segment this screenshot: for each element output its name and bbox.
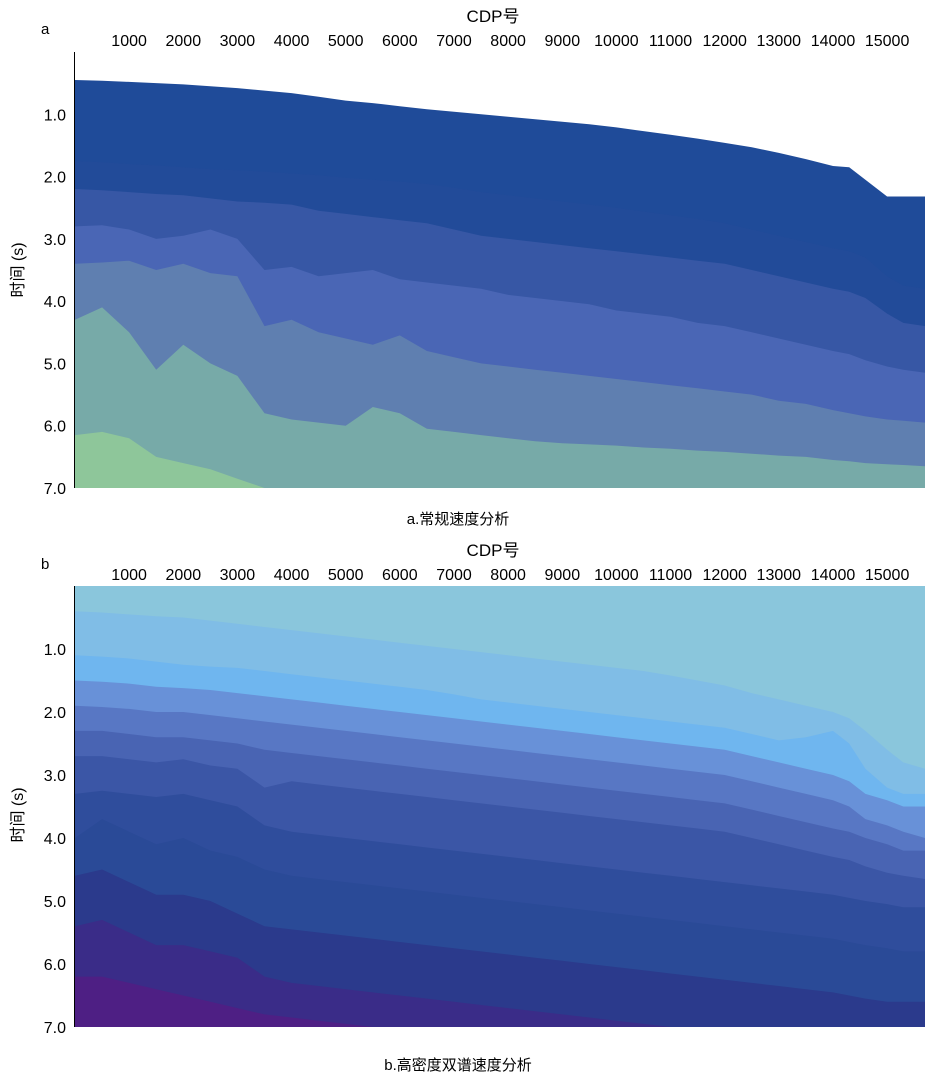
panel-b-x-tick-label: 5000: [328, 567, 364, 584]
panel-b-x-tick-label: 4000: [274, 567, 310, 584]
panel-a-x-tick-label: 15000: [865, 33, 910, 50]
panel-b-x-tick-label: 9000: [545, 567, 581, 584]
panel-b-x-tick-label: 1000: [111, 567, 147, 584]
panel-a-y-tick-label: 2.0: [44, 170, 66, 187]
panel-a-y-tick-label: 4.0: [44, 294, 66, 311]
panel-b-x-ticks: 1000 2000 3000 4000 5000 6000 7000 8000 9000 1000…: [111, 567, 909, 584]
panel-a-band-6: [75, 431, 925, 488]
panel-b-x-tick-label: 6000: [382, 567, 418, 584]
panel-a-x-tick-label: 10000: [594, 33, 639, 50]
panel-b-band-11: [75, 976, 925, 1027]
panel-b-y-tick-label: 6.0: [44, 957, 66, 974]
panel-a-x-tick-label: 2000: [166, 33, 202, 50]
panel-b-ylabel: 时间 (s): [9, 787, 27, 842]
panel-b-x-tick-label: 2000: [166, 567, 202, 584]
panel-b-label: b: [41, 556, 49, 573]
panel-a-x-tick-label: 5000: [328, 33, 364, 50]
panel-a-x-tick-label: 7000: [436, 33, 472, 50]
panel-a-x-tick-label: 13000: [757, 33, 802, 50]
panel-b-y-tick-label: 1.0: [44, 642, 66, 659]
panel-a-band-5: [75, 307, 925, 488]
panel-a-y-tick-label: 5.0: [44, 356, 66, 373]
panel-a-label: a: [41, 21, 50, 38]
panel-b-y-tick-label: 7.0: [44, 1020, 66, 1037]
panel-a-x-tick-label: 4000: [274, 33, 310, 50]
panel-a-x-tick-label: 3000: [220, 33, 256, 50]
panel-b: b CDP号 1000 2000 3000 4000 5000 6000 7000 8000 9…: [9, 541, 925, 1074]
panel-b-band-10: [75, 919, 925, 1027]
panel-a-y-tick-label: 7.0: [44, 481, 66, 498]
panel-b-x-tick-label: 15000: [865, 567, 910, 584]
panel-a-ylabel: 时间 (s): [9, 242, 27, 297]
panel-b-y-tick-label: 4.0: [44, 831, 66, 848]
panel-b-xlabel: CDP号: [467, 541, 520, 560]
panel-b-y-tick-label: 2.0: [44, 705, 66, 722]
panel-a-x-tick-label: 14000: [811, 33, 856, 50]
panel-a-x-tick-label: 6000: [382, 33, 418, 50]
panel-a-xlabel: CDP号: [467, 7, 520, 26]
panel-a-x-ticks: 1000 2000 3000 4000 5000 6000 7000 8000 9000 1000…: [111, 33, 909, 50]
panel-b-x-tick-label: 12000: [702, 567, 747, 584]
panel-b-y-tick-label: 5.0: [44, 894, 66, 911]
panel-b-x-tick-label: 3000: [220, 567, 256, 584]
panel-a-plot-area: [75, 80, 925, 488]
panel-a-x-tick-label: 9000: [545, 33, 581, 50]
panel-b-x-tick-label: 11000: [649, 567, 692, 584]
panel-a-x-tick-label: 12000: [702, 33, 747, 50]
panel-b-x-tick-label: 10000: [594, 567, 639, 584]
panel-a-x-tick-label: 8000: [490, 33, 526, 50]
panel-b-y-ticks: 1.0 2.0 3.0 4.0 5.0 6.0 7.0: [44, 642, 66, 1037]
panel-a-x-tick-label: 11000: [649, 33, 692, 50]
panel-a-y-tick-label: 3.0: [44, 232, 66, 249]
panel-b-x-tick-label: 13000: [757, 567, 802, 584]
panel-b-caption: b.高密度双谱速度分析: [384, 1057, 532, 1074]
panel-b-x-tick-label: 7000: [436, 567, 472, 584]
panel-a-x-tick-label: 1000: [111, 33, 147, 50]
panel-b-plot-area: [75, 586, 925, 1027]
panel-b-x-tick-label: 14000: [811, 567, 856, 584]
panel-a-y-tick-label: 1.0: [44, 107, 66, 124]
panel-a-y-ticks: 1.0 2.0 3.0 4.0 5.0 6.0 7.0: [44, 107, 66, 498]
panel-b-x-tick-label: 8000: [490, 567, 526, 584]
panel-a: a CDP号 1000 2000 3000 4000 5000 6000 7000 8000 9…: [9, 7, 925, 528]
panel-a-caption: a.常规速度分析: [407, 511, 510, 528]
panel-b-y-tick-label: 3.0: [44, 768, 66, 785]
panel-a-y-tick-label: 6.0: [44, 419, 66, 436]
